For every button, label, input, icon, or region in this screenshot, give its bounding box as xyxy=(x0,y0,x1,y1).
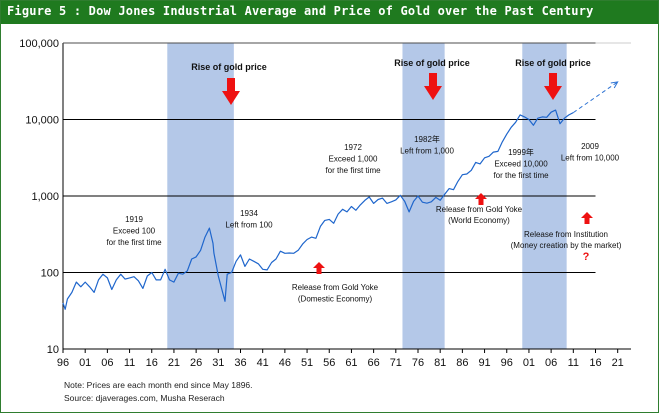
annotation-institution-line: (Money creation by the market) xyxy=(511,241,622,250)
annotation-1919-line: 1919 xyxy=(125,215,143,224)
x-tick-label: 66 xyxy=(368,357,380,369)
y-tick-label: 10 xyxy=(47,344,59,356)
rise-of-gold-price-label: Rise of gold price xyxy=(191,62,267,72)
annotation-world-economy-line: Release from Gold Yoke xyxy=(436,205,523,214)
annotation-1999-line: Exceed 10,000 xyxy=(494,160,548,169)
x-tick-label: 21 xyxy=(168,357,180,369)
title-bar: Figure 5 : Dow Jones Industrial Average … xyxy=(1,1,658,24)
x-tick-label: 16 xyxy=(589,357,601,369)
x-tick-label: 06 xyxy=(101,357,113,369)
annotation-1999-line: for the first time xyxy=(493,171,549,180)
annotation-world-economy-line: (World Economy) xyxy=(448,216,510,225)
down-arrow-icon xyxy=(222,78,240,105)
y-tick-label: 100,000 xyxy=(19,38,59,50)
rise-of-gold-price-label: Rise of gold price xyxy=(515,58,591,68)
up-arrow-icon xyxy=(475,193,487,205)
x-tick-label: 71 xyxy=(390,357,402,369)
x-tick-label: 01 xyxy=(79,357,91,369)
rise-of-gold-price-label: Rise of gold price xyxy=(394,58,470,68)
annotation-1934-line: Left from 100 xyxy=(225,221,273,230)
annotation-1972-line: 1972 xyxy=(344,143,362,152)
y-tick-label: 1,000 xyxy=(31,191,59,203)
annotation-institution-line: Release from Institution xyxy=(524,230,608,239)
y-tick-label: 10,000 xyxy=(25,115,59,127)
x-tick-label: 76 xyxy=(412,357,424,369)
down-arrow-icon xyxy=(424,73,442,100)
question-mark: ? xyxy=(583,251,590,263)
footnote-source: Source: djaverages.com, Musha Reserach xyxy=(64,393,225,403)
x-tick-label: 61 xyxy=(345,357,357,369)
annotation-1982-line: Left from 1,000 xyxy=(400,147,454,156)
annotation-1919-line: Exceed 100 xyxy=(113,227,156,236)
x-tick-label: 86 xyxy=(456,357,468,369)
annotation-domestic-economy-line: Release from Gold Yoke xyxy=(292,283,379,292)
dow-jones-line xyxy=(62,109,574,310)
x-tick-label: 01 xyxy=(523,357,535,369)
annotation-2009-line: 2009 xyxy=(581,142,599,151)
x-tick-label: 11 xyxy=(568,357,579,369)
x-tick-label: 11 xyxy=(124,357,135,369)
figure-title: Figure 5 : Dow Jones Industrial Average … xyxy=(7,4,594,18)
x-tick-label: 56 xyxy=(323,357,335,369)
up-arrow-icon xyxy=(581,212,593,224)
annotation-domestic-economy-line: (Domestic Economy) xyxy=(298,295,373,304)
x-tick-label: 26 xyxy=(190,357,202,369)
x-tick-label: 96 xyxy=(57,357,69,369)
annotation-1934-line: 1934 xyxy=(240,209,258,218)
x-tick-label: 06 xyxy=(545,357,557,369)
x-tick-label: 96 xyxy=(501,357,513,369)
annotation-1919-line: for the first time xyxy=(106,238,162,247)
x-tick-label: 41 xyxy=(257,357,269,369)
x-tick-label: 81 xyxy=(434,357,446,369)
annotation-1982-line: 1982年 xyxy=(414,134,440,144)
x-tick-label: 16 xyxy=(146,357,158,369)
projection-line xyxy=(573,81,618,114)
x-tick-label: 51 xyxy=(301,357,313,369)
down-arrow-icon xyxy=(544,73,562,100)
annotation-1999-line: 1999年 xyxy=(508,147,534,157)
x-tick-label: 21 xyxy=(612,357,624,369)
up-arrow-icon xyxy=(313,262,325,274)
footnote-note: Note: Prices are each month end since Ma… xyxy=(64,380,253,390)
x-tick-label: 36 xyxy=(234,357,246,369)
x-tick-label: 91 xyxy=(478,357,490,369)
annotation-1972-line: Exceed 1,000 xyxy=(329,155,378,164)
projection-arrowhead xyxy=(610,81,619,89)
annotation-2009-line: Left from 10,000 xyxy=(561,154,620,163)
y-tick-label: 100 xyxy=(41,268,59,280)
annotation-1972-line: for the first time xyxy=(325,166,381,175)
x-tick-label: 46 xyxy=(279,357,291,369)
x-tick-label: 31 xyxy=(212,357,224,369)
